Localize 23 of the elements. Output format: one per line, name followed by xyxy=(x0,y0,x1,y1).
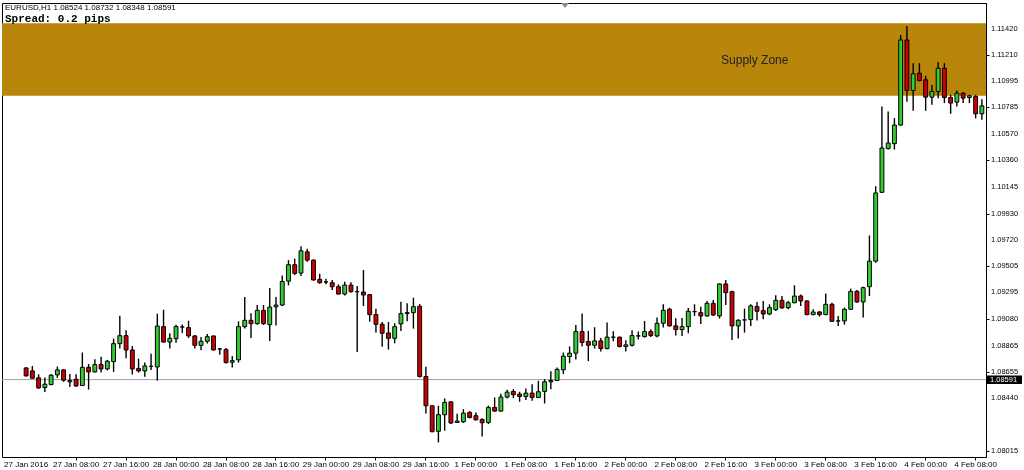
x-tick-label: 27 Jan 16:00 xyxy=(102,460,150,469)
x-tick-label: 3 Feb 00:00 xyxy=(754,460,798,469)
x-tick-label: 29 Jan 00:00 xyxy=(302,460,350,469)
text: Spread: 0.2 pips xyxy=(5,13,111,25)
x-tick-label: 2 Feb 16:00 xyxy=(704,460,748,469)
x-tick-label: 4 Feb 00:00 xyxy=(904,460,948,469)
x-tick-label: 4 Feb 08:00 xyxy=(954,460,998,469)
x-tick-label: 27 Jan 08:00 xyxy=(52,460,100,469)
x-tick-label: 1 Feb 16:00 xyxy=(554,460,598,469)
x-tick-label: 2 Feb 00:00 xyxy=(604,460,648,469)
x-tick-label: 1 Feb 00:00 xyxy=(454,460,498,469)
x-tick-label: 3 Feb 16:00 xyxy=(854,460,898,469)
x-tick-label: 28 Jan 00:00 xyxy=(152,460,200,469)
x-tick-label: 27 Jan 2016 xyxy=(4,460,49,469)
band-label: Supply Zone xyxy=(721,52,789,67)
x-tick-label: 29 Jan 16:00 xyxy=(402,460,450,469)
x-tick-label: 2 Feb 08:00 xyxy=(654,460,698,469)
x-tick-label: 28 Jan 08:00 xyxy=(202,460,250,469)
x-tick-label: 29 Jan 08:00 xyxy=(352,460,400,469)
x-tick-label: 28 Jan 16:00 xyxy=(252,460,300,469)
x-tick-label: 3 Feb 08:00 xyxy=(804,460,848,469)
chart-title: EURUSD,H1 1.08524 1.08732 1.08348 1.08591 xyxy=(5,3,177,12)
x-tick-label: 1 Feb 08:00 xyxy=(504,460,548,469)
